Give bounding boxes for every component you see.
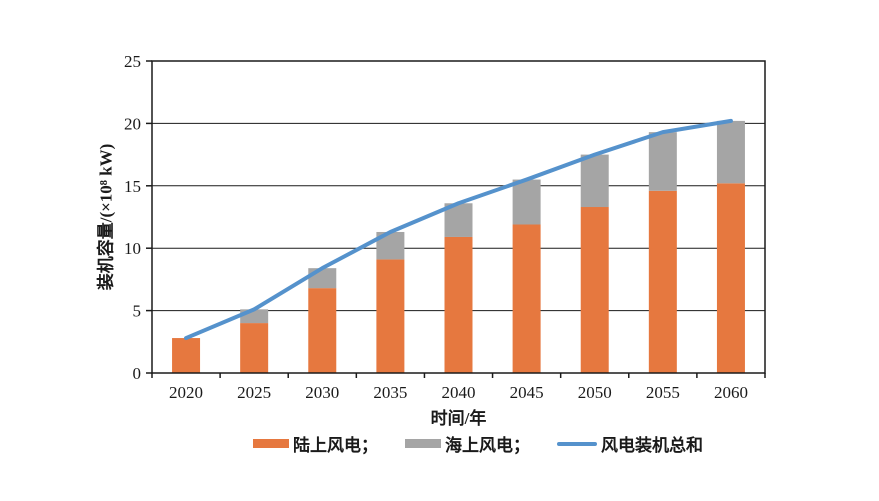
- y-tick-label: 20: [124, 114, 141, 133]
- onshore-wind-swatch: [253, 439, 289, 448]
- x-tick-label: 2025: [237, 383, 271, 402]
- x-tick-label: 2050: [578, 383, 612, 402]
- bar-offshore-2055: [648, 132, 677, 191]
- y-axis-title: 装机容量/(×10⁸ kW): [96, 143, 116, 291]
- legend-item-offshore: 海上风电；: [405, 431, 530, 456]
- bar-onshore-2030: [308, 288, 337, 373]
- x-tick-label: 2030: [305, 383, 339, 402]
- bar-offshore-2045: [512, 179, 541, 225]
- legend: 陆上风电； 海上风电； 风电装机总和: [253, 431, 703, 456]
- x-tick-label: 2060: [714, 383, 748, 402]
- x-tick-label: 2020: [169, 383, 203, 402]
- x-tick-label: 2040: [442, 383, 476, 402]
- legend-label-offshore: 海上风电；: [445, 436, 530, 455]
- legend-item-total: 风电装机总和: [557, 431, 703, 456]
- bar-onshore-2040: [444, 236, 473, 373]
- plot-border: [151, 60, 766, 374]
- total-line-swatch: [557, 441, 597, 446]
- bar-onshore-2045: [512, 224, 541, 373]
- y-tick-label: 5: [133, 302, 142, 321]
- bar-offshore-2060: [716, 120, 745, 184]
- x-tick-label: 2045: [510, 383, 544, 402]
- x-tick-label: 2055: [646, 383, 680, 402]
- legend-label-onshore: 陆上风电；: [293, 436, 378, 455]
- bar-onshore-2025: [240, 323, 269, 373]
- y-tick-label: 25: [124, 52, 141, 71]
- x-tick-label: 2035: [373, 383, 407, 402]
- bar-onshore-2035: [376, 259, 405, 373]
- y-tick-label: 0: [133, 364, 142, 383]
- total-line: [184, 118, 733, 341]
- bar-onshore-2060: [716, 183, 745, 373]
- y-tick-label: 15: [124, 177, 141, 196]
- bar-onshore-2055: [648, 190, 677, 373]
- bar-onshore-2020: [172, 338, 201, 373]
- bar-onshore-2050: [580, 207, 609, 373]
- y-tick-label: 10: [124, 239, 141, 258]
- x-axis-title: 时间/年: [430, 409, 487, 428]
- legend-label-total: 风电装机总和: [601, 436, 703, 455]
- bar-offshore-2030: [308, 268, 337, 289]
- offshore-wind-swatch: [405, 439, 441, 448]
- bar-offshore-2050: [580, 154, 609, 208]
- legend-item-onshore: 陆上风电；: [253, 431, 378, 456]
